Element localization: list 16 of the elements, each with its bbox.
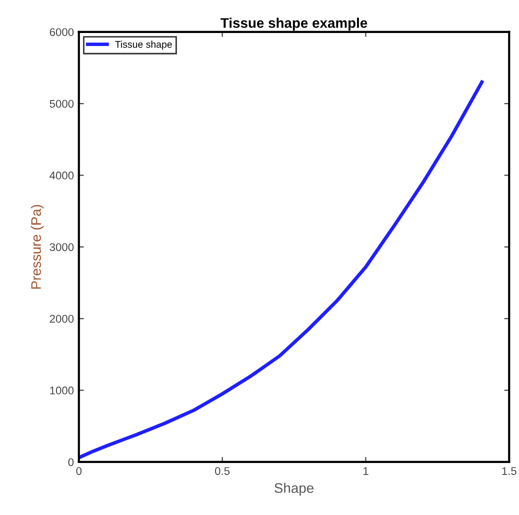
x-tick-label: 0 xyxy=(76,467,82,475)
x-axis-title: Shape xyxy=(274,482,314,496)
legend-label: Tissue shape xyxy=(115,40,172,50)
chart-title: Tissue shape example xyxy=(220,18,368,31)
y-tick-label: 5000 xyxy=(50,100,74,108)
x-tick-label: 0.5 xyxy=(215,467,230,475)
y-tick-label: 4000 xyxy=(50,172,74,180)
y-tick-label: 3000 xyxy=(50,243,74,252)
y-axis-title: Pressure (Pa) xyxy=(30,204,44,289)
y-tick-label: 6000 xyxy=(50,28,74,36)
x-tick-label: 1.5 xyxy=(502,467,516,475)
line-series xyxy=(78,80,484,460)
y-tick-label: 1000 xyxy=(50,386,74,394)
y-tick-label: 2000 xyxy=(50,314,74,323)
x-tick-label: 1 xyxy=(363,467,368,475)
y-tick-label: 0 xyxy=(68,458,74,466)
